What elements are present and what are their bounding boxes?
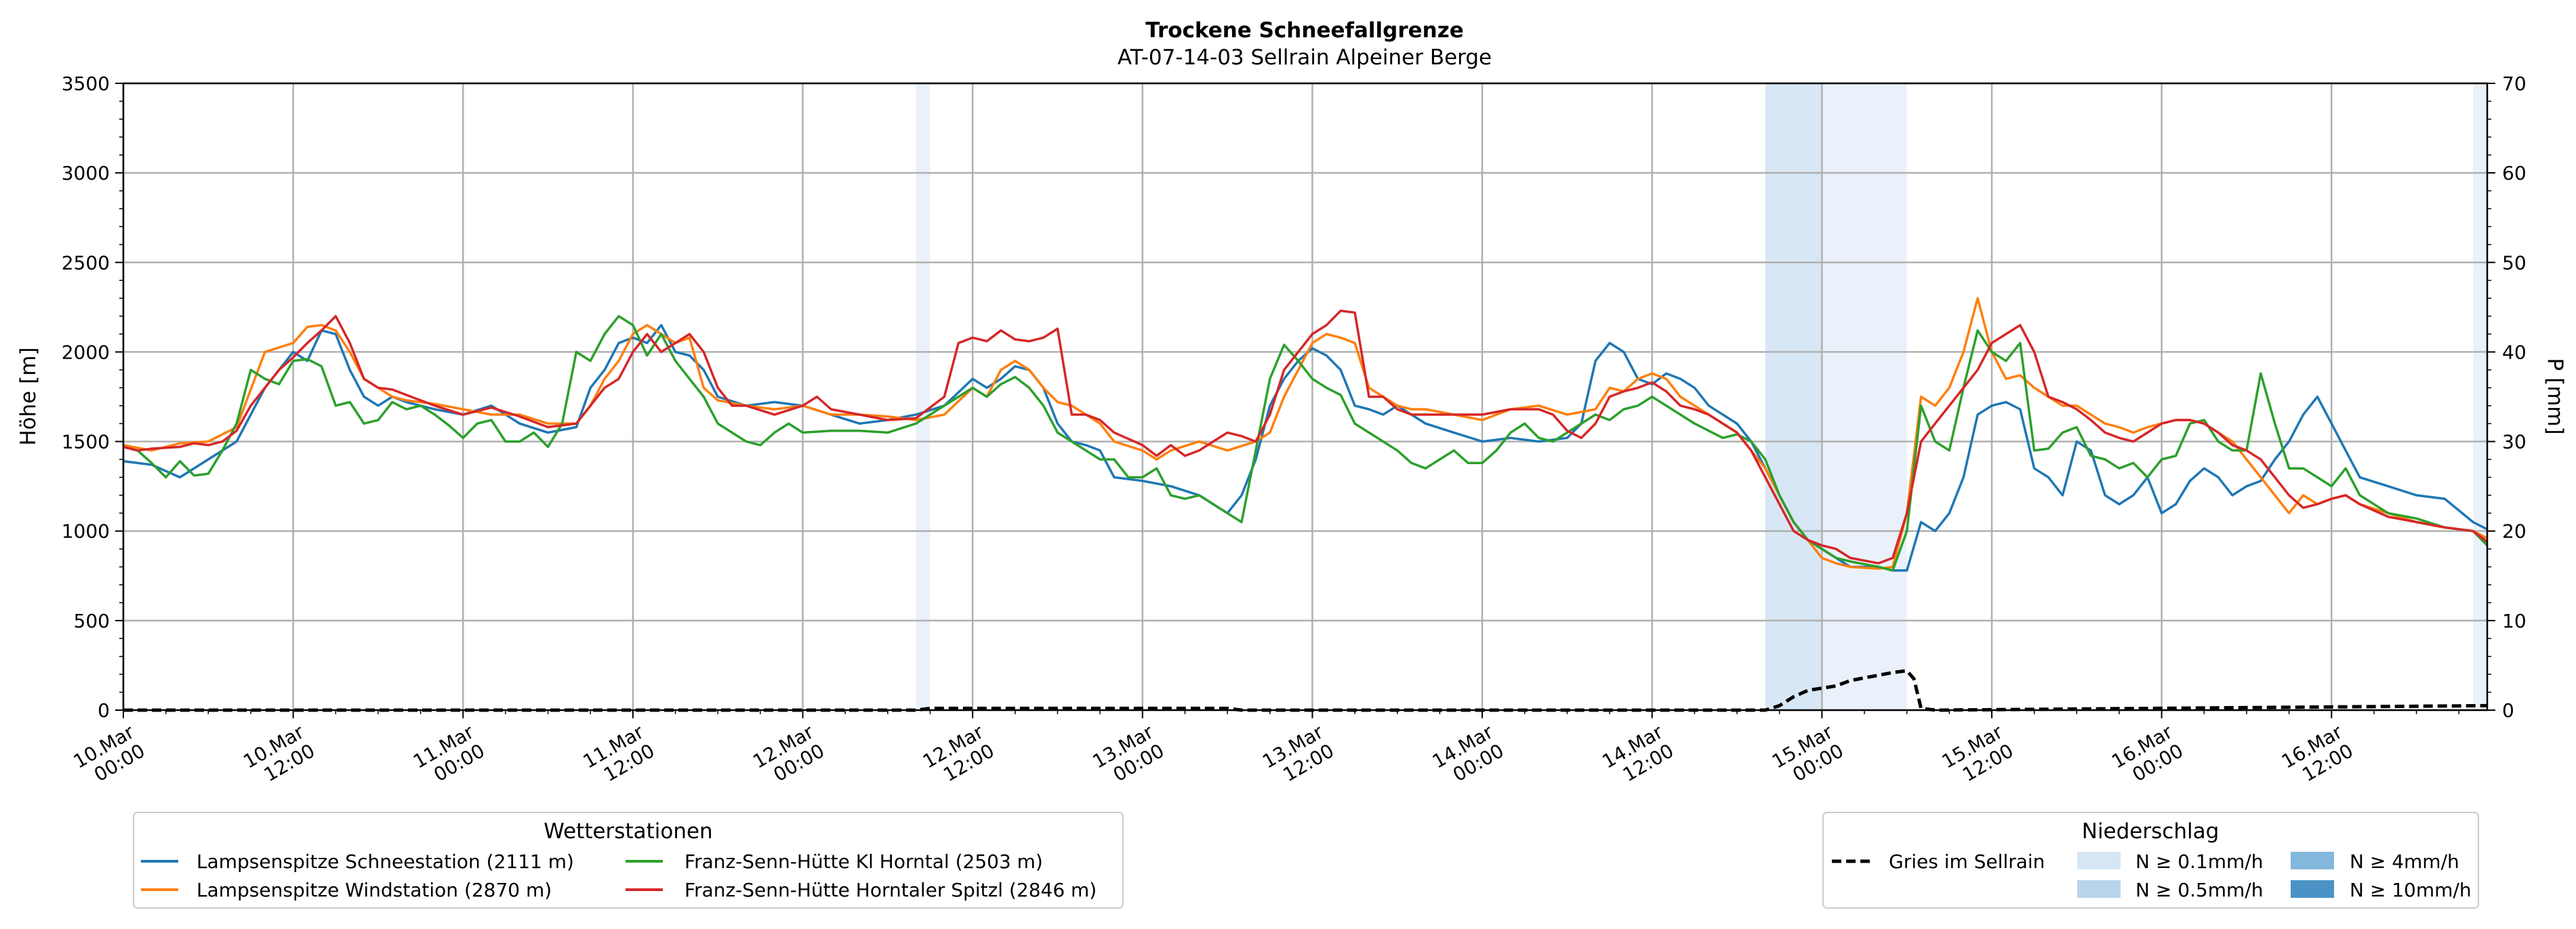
series-line-2 (123, 297, 2488, 570)
precip-band-1 (916, 83, 931, 710)
y-right-tick-label-20: 20 (2502, 520, 2527, 543)
y-right-tick-label-60: 60 (2502, 162, 2527, 184)
y-tick-label-3000: 3000 (62, 162, 110, 184)
y-axis-label-right: P [mm] (2543, 358, 2567, 434)
y-tick-label-2000: 2000 (62, 341, 110, 363)
y-right-tick-label-30: 30 (2502, 431, 2527, 453)
legend-label-station-4: Franz-Senn-Hütte Horntaler Spitzl (2846 … (684, 879, 1097, 901)
precip-band-5 (2473, 83, 2487, 710)
series-line-3 (123, 314, 2489, 572)
legend-precip-title: Niederschlag (2082, 819, 2220, 844)
chart-subtitle: AT-07-14-03 Sellrain Alpeiner Berge (1118, 45, 1492, 70)
precip-band-4 (1836, 83, 1907, 710)
legend-label-n05: N ≥ 0.5mm/h (2135, 879, 2263, 901)
precipitation-bands (916, 83, 2487, 710)
y-tick-label-500: 500 (74, 610, 110, 632)
chart-title: Trockene Schneefallgrenze (1145, 18, 1464, 43)
legend-label-n01: N ≥ 0.1mm/h (2135, 850, 2263, 873)
y-tick-label-3500: 3500 (62, 73, 110, 95)
y-axis-label: Höhe [m] (16, 347, 41, 445)
series-line-1 (123, 324, 2488, 572)
legend-swatch-n01 (2077, 852, 2121, 869)
legend-swatch-n10 (2291, 880, 2334, 898)
y-right-tick-label-50: 50 (2502, 251, 2527, 274)
y-right-tick-label-10: 10 (2502, 610, 2527, 632)
legend-precipitation: Niederschlag Gries im Sellrain N ≥ 0.1mm… (1822, 812, 2479, 909)
legend-label-station-1: Lampsenspitze Schneestation (2111 m) (197, 850, 574, 873)
precip-band-2 (1765, 83, 1822, 710)
plot-frame (122, 82, 2489, 711)
y-tick-label-1000: 1000 (62, 520, 110, 543)
legend-label-gries: Gries im Sellrain (1889, 850, 2045, 873)
y-tick-label-1500: 1500 (62, 431, 110, 453)
series-line-5 (123, 669, 2488, 712)
legend-label-n4: N ≥ 4mm/h (2350, 850, 2459, 873)
legend-label-station-3: Franz-Senn-Hütte Kl Horntal (2503 m) (684, 850, 1043, 873)
legend-stations: Wetterstationen Lampsenspitze Schneestat… (133, 812, 1124, 909)
legend-label-station-2: Lampsenspitze Windstation (2870 m) (197, 879, 552, 901)
y-tick-label-2500: 2500 (62, 251, 110, 274)
precip-band-3 (1822, 83, 1837, 710)
series-line-4 (123, 309, 2489, 565)
y-tick-label-0: 0 (98, 699, 110, 722)
legend-label-n10: N ≥ 10mm/h (2350, 879, 2472, 901)
legend-stations-title: Wetterstationen (544, 819, 712, 844)
legend-swatch-n4 (2291, 852, 2334, 869)
y-right-tick-label-70: 70 (2502, 73, 2527, 95)
y-right-tick-label-40: 40 (2502, 341, 2527, 363)
series-lines (123, 297, 2489, 712)
legend-swatch-n05 (2077, 880, 2121, 898)
y-right-tick-label-0: 0 (2502, 699, 2514, 722)
